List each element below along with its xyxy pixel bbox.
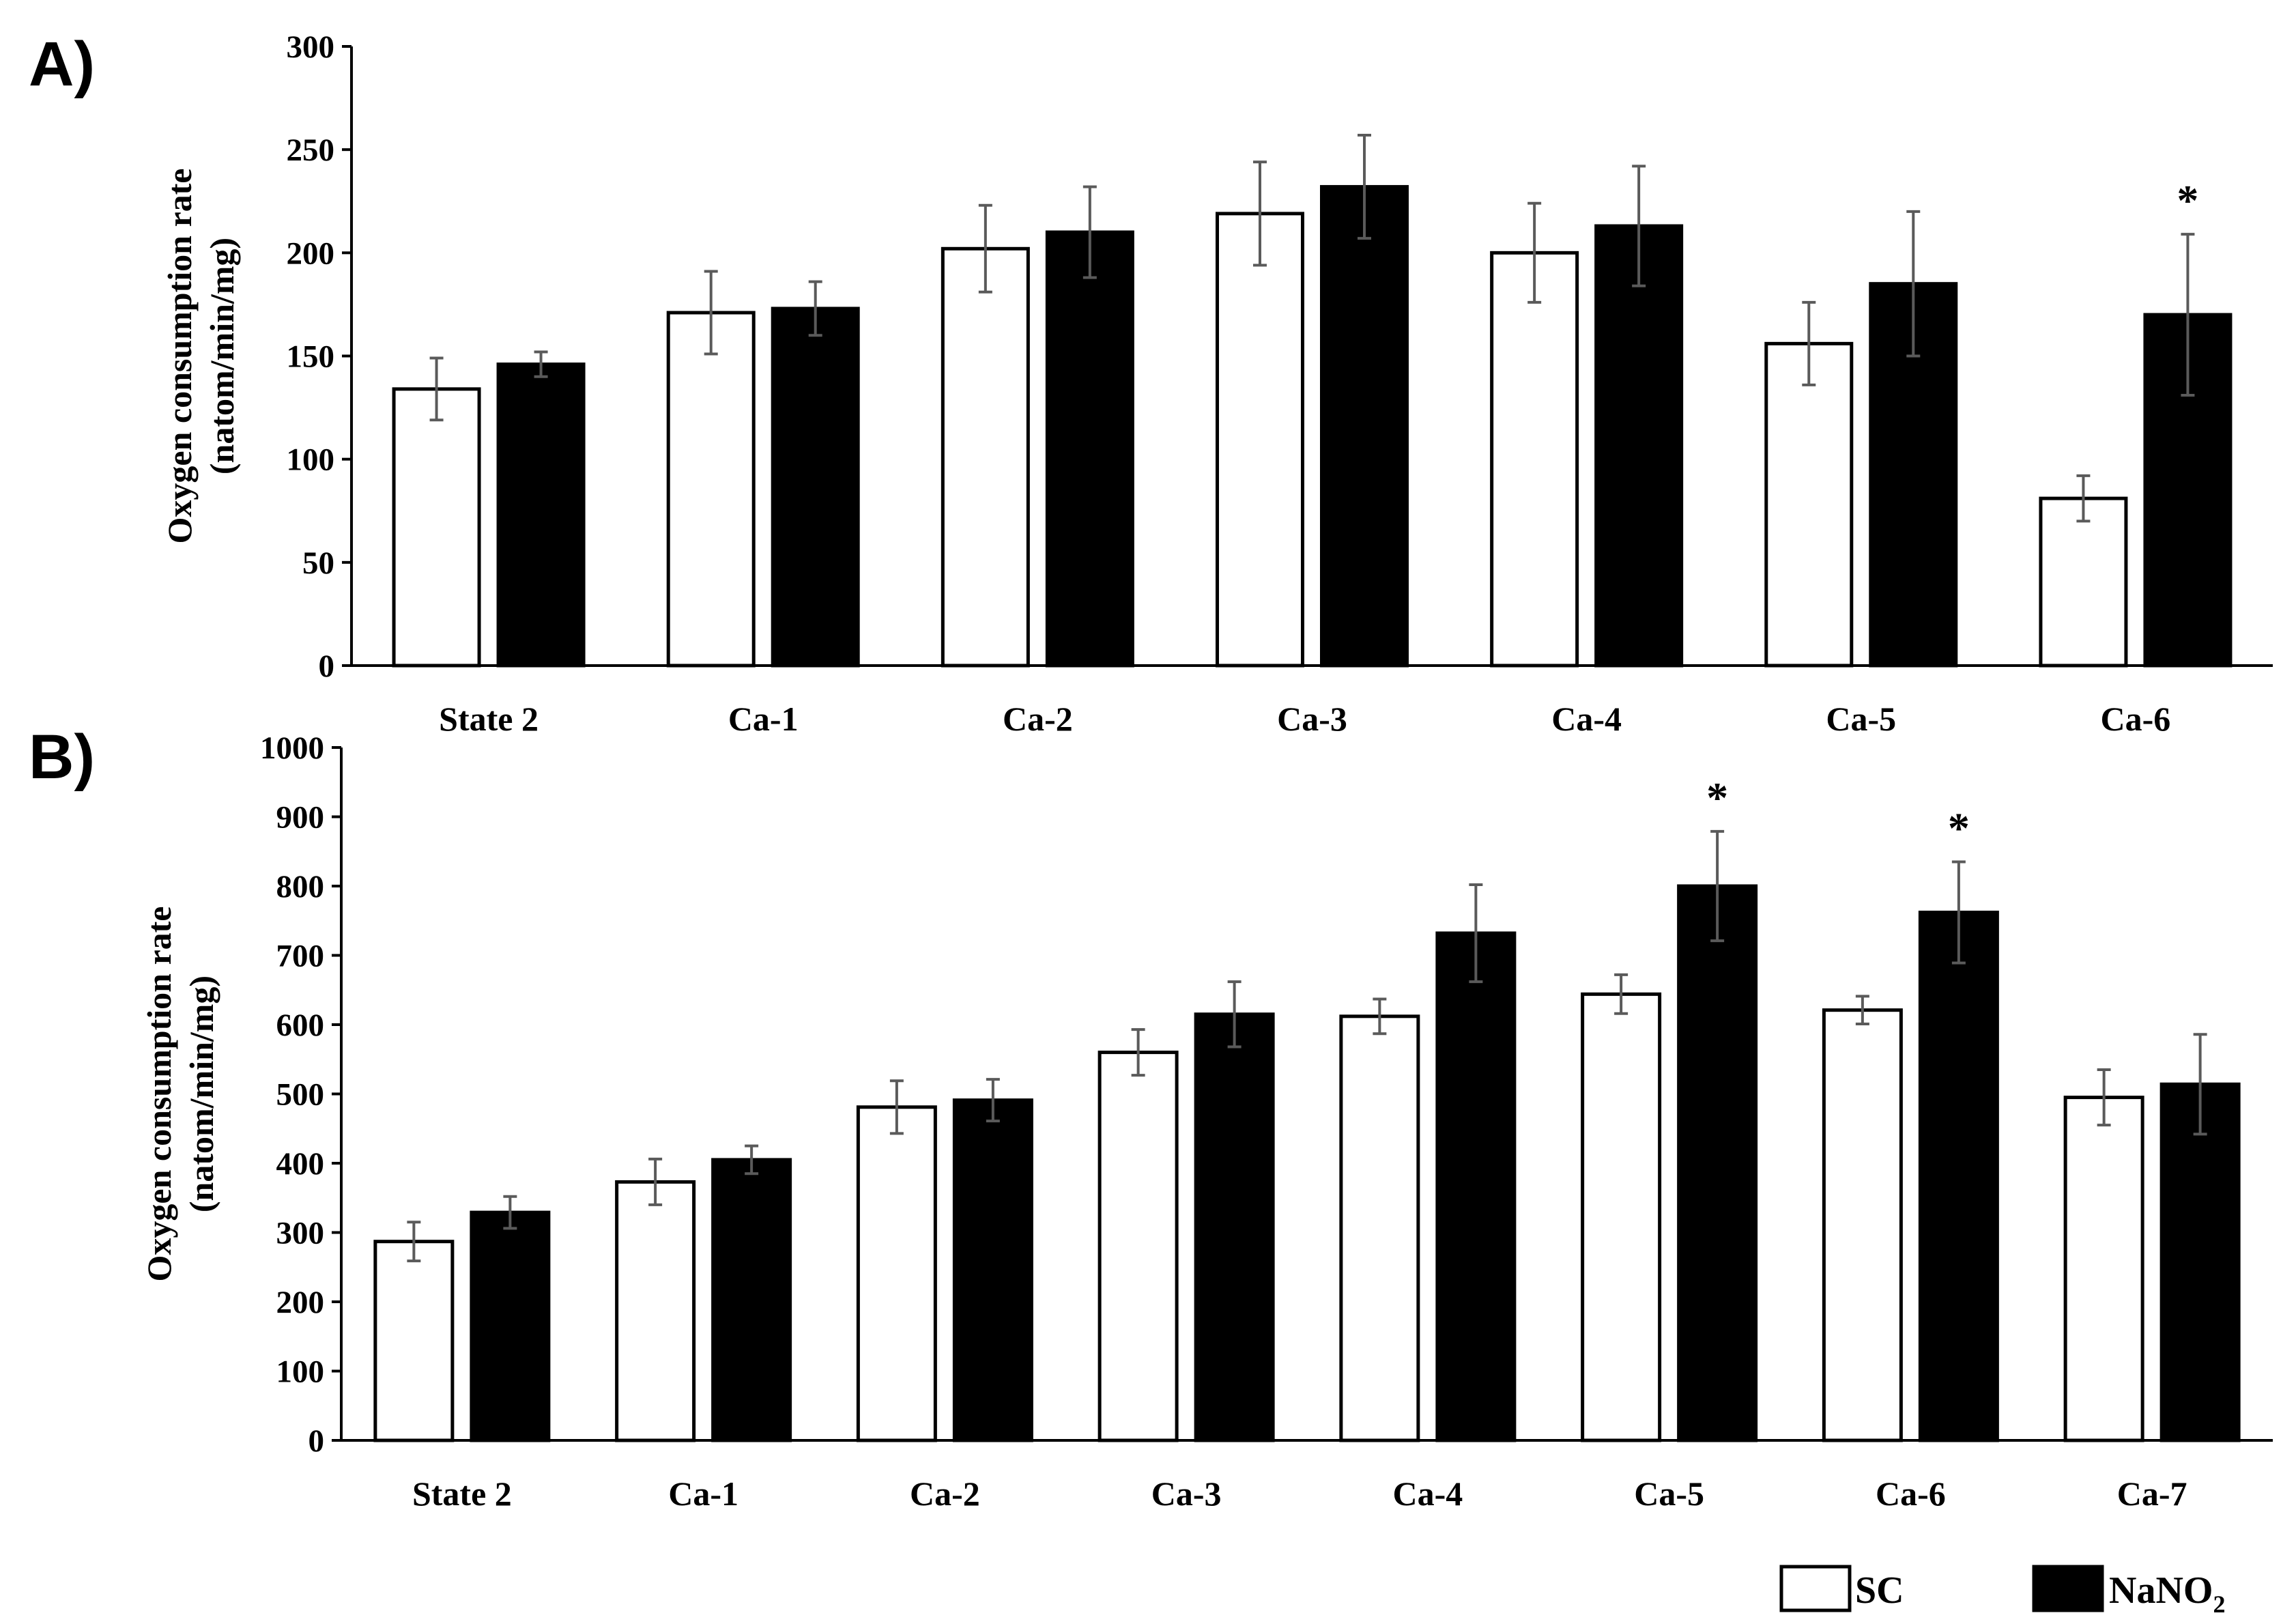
panel-b-bar-nano2	[1918, 911, 1999, 1442]
panel-b-bar-nano2	[1677, 884, 1758, 1442]
panel-a-significance-star: *	[2177, 176, 2198, 225]
panel-b-ytick-label: 500	[276, 1077, 325, 1113]
panel-a-bar-nano2	[1045, 230, 1134, 668]
panel-a-bar-sc	[1216, 212, 1304, 668]
panel-b-category-label: Ca-7	[2117, 1475, 2187, 1513]
panel-b-ylabel-line1: Oxygen consumption rate	[140, 907, 178, 1282]
panel-a-category-label: State 2	[439, 700, 539, 738]
legend-swatch-nano2	[2032, 1565, 2104, 1612]
panel-b-category-label: Ca-4	[1392, 1475, 1463, 1513]
panel-a-ytick-label: 300	[287, 29, 335, 65]
panel-b-chart: B) Oxygen consumption rate (natom/min/mg) 0…	[29, 722, 2273, 1513]
panel-a-category-label: Ca-4	[1551, 700, 1622, 738]
panel-b-bar-sc	[1581, 992, 1662, 1442]
panel-a-ytick-label: 200	[287, 236, 335, 271]
panel-b-bar-nano2	[2159, 1082, 2241, 1442]
panel-a-bar-nano2	[1320, 185, 1409, 668]
legend: SC NaNO2	[1779, 1565, 2225, 1618]
legend-label-nano2: NaNO2	[2109, 1569, 2225, 1618]
panel-a-bar-sc	[1764, 341, 1854, 668]
panel-b-ytick-label: 600	[276, 1008, 325, 1043]
panel-b-category-label: Ca-1	[668, 1475, 738, 1513]
panel-b-bar-sc	[1339, 1014, 1420, 1442]
panel-a-ytick-label: 250	[287, 132, 335, 168]
panel-a-category-label: Ca-5	[1826, 700, 1896, 738]
panel-b-bar-sc	[856, 1105, 937, 1442]
panel-b-ytick-label: 300	[276, 1216, 325, 1251]
legend-label-nano2-subscript: 2	[2213, 1591, 2225, 1618]
panel-b-ytick-label: 200	[276, 1285, 325, 1320]
panel-a-ytick-label: 50	[302, 545, 334, 581]
panel-b-category-label: Ca-2	[910, 1475, 980, 1513]
panel-a-category-label: Ca-3	[1277, 700, 1347, 738]
legend-label-nano2-base: NaNO	[2109, 1569, 2213, 1612]
panel-b-ylabel-line2: (natom/min/mg)	[182, 975, 220, 1212]
panel-a-category-label: Ca-1	[728, 700, 799, 738]
panel-b-bar-sc	[615, 1180, 696, 1442]
panel-a-bar-nano2	[496, 362, 586, 668]
panel-b-bar-sc	[1822, 1008, 1903, 1442]
panel-b-ytick-label: 400	[276, 1146, 325, 1182]
panel-b-bar-nano2	[470, 1210, 551, 1442]
panel-b-significance-star: *	[1706, 773, 1728, 822]
panel-a-category-label: Ca-2	[1003, 700, 1073, 738]
panel-a-bar-sc	[666, 311, 756, 668]
panel-b-category-label: Ca-5	[1634, 1475, 1704, 1513]
panel-b-ytick-label: 0	[308, 1423, 325, 1459]
panel-a-bar-sc	[1490, 251, 1579, 668]
panel-a-bar-sc	[941, 246, 1030, 668]
panel-a-bar-nano2	[1594, 224, 1684, 668]
panel-b-bar-nano2	[1194, 1012, 1275, 1442]
panel-a-ytick-label: 100	[287, 442, 335, 478]
panel-a-category-label: Ca-6	[2101, 700, 2171, 738]
panel-a-ytick-label: 0	[319, 649, 335, 684]
panel-b-bar-sc	[2063, 1096, 2144, 1442]
panel-b-bar-sc	[373, 1240, 455, 1442]
panel-a-bar-sc	[392, 387, 481, 668]
panel-b-ytick-label: 100	[276, 1354, 325, 1390]
panel-b-ytick-label: 700	[276, 939, 325, 974]
panel-b-bar-nano2	[711, 1158, 792, 1442]
panel-b-bar-sc	[1097, 1051, 1179, 1442]
panel-b-bar-nano2	[952, 1098, 1033, 1442]
panel-a-bar-nano2	[771, 307, 860, 668]
panel-b-ytick-label: 800	[276, 869, 325, 904]
panel-b-category-label: State 2	[412, 1475, 512, 1513]
panel-a-chart: A) Oxygen consumption rate (natom/min/mg) 0…	[29, 29, 2273, 738]
panel-b-label: B)	[29, 722, 95, 792]
panel-a-ytick-label: 150	[287, 339, 335, 375]
panel-a-bar-sc	[2039, 496, 2128, 668]
panel-b-category-label: Ca-3	[1151, 1475, 1222, 1513]
panel-b-ytick-label: 900	[276, 800, 325, 836]
legend-swatch-sc	[1779, 1565, 1852, 1612]
legend-label-sc: SC	[1855, 1569, 1904, 1612]
panel-a-ylabel-line1: Oxygen consumption rate	[160, 169, 199, 544]
panel-b-bar-nano2	[1435, 931, 1517, 1442]
panel-b-significance-star: *	[1948, 803, 1970, 852]
panel-a-ylabel-line2: (natom/min/mg)	[203, 238, 241, 474]
panel-b-ytick-label: 1000	[260, 730, 324, 766]
panel-a-label: A)	[29, 29, 95, 99]
panel-b-category-label: Ca-6	[1876, 1475, 1946, 1513]
